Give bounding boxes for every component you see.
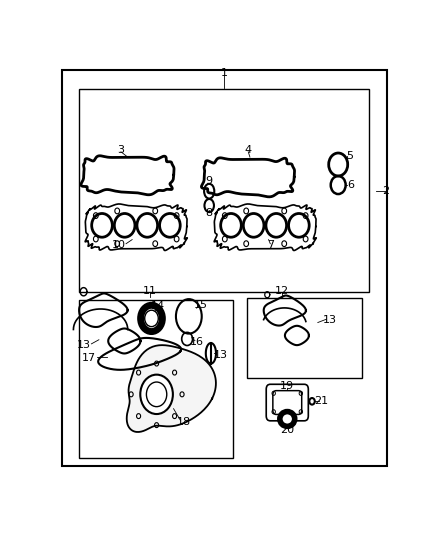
Text: 13: 13 (323, 316, 337, 326)
Bar (247, 298, 362, 378)
Text: 18: 18 (177, 417, 191, 427)
Ellipse shape (140, 375, 173, 414)
Text: 8: 8 (205, 208, 213, 219)
Text: 12: 12 (275, 286, 289, 295)
Text: 1: 1 (221, 68, 228, 78)
FancyBboxPatch shape (273, 391, 302, 415)
Text: 13: 13 (213, 350, 227, 360)
Text: 17: 17 (82, 353, 96, 363)
Polygon shape (127, 345, 216, 432)
Text: 5: 5 (346, 151, 353, 161)
Ellipse shape (145, 310, 158, 327)
Text: 6: 6 (347, 180, 354, 190)
Text: 3: 3 (117, 145, 124, 155)
Bar (78, 88, 369, 292)
Text: 16: 16 (191, 337, 204, 347)
Text: 7: 7 (267, 240, 274, 251)
Bar (78, 300, 233, 458)
Text: 19: 19 (280, 381, 294, 391)
Text: 14: 14 (151, 301, 165, 311)
Text: 9: 9 (205, 176, 213, 187)
Text: 21: 21 (314, 397, 328, 406)
Text: 2: 2 (382, 186, 389, 196)
Text: 13: 13 (77, 340, 91, 350)
Text: 4: 4 (245, 145, 252, 155)
Text: 11: 11 (143, 286, 157, 295)
Text: 15: 15 (194, 300, 208, 310)
Text: 20: 20 (280, 425, 294, 435)
Text: 10: 10 (112, 240, 126, 251)
Ellipse shape (280, 411, 295, 426)
